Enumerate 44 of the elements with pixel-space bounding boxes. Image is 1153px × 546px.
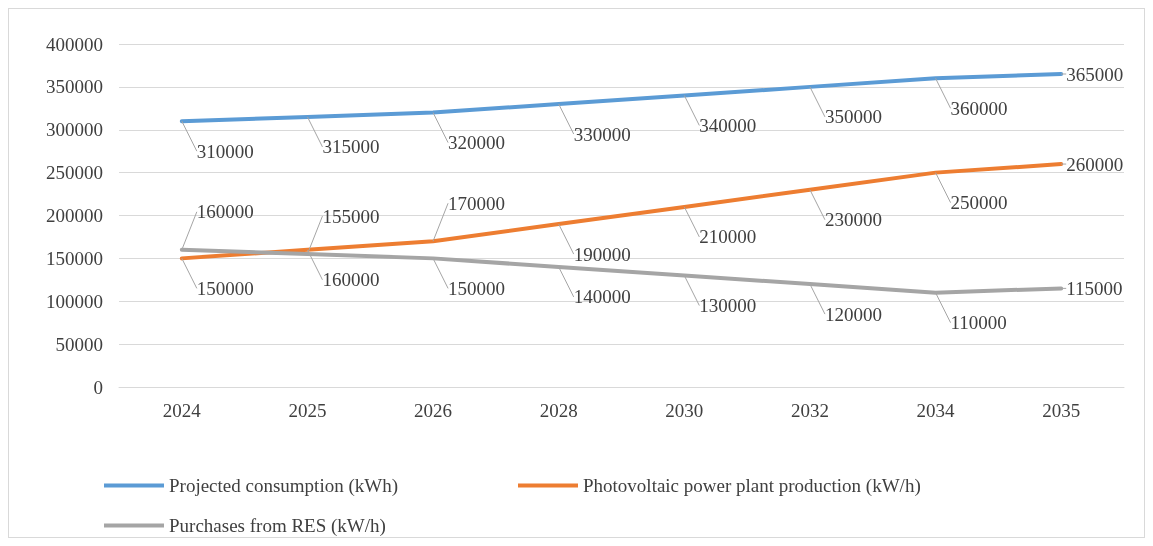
data-label: 250000 [950, 192, 1008, 214]
data-label: 315000 [322, 136, 380, 158]
data-label: 170000 [448, 192, 506, 214]
x-tick-label: 2034 [916, 400, 956, 421]
x-tick-label: 2032 [790, 400, 829, 421]
data-label: 190000 [573, 243, 631, 265]
legend-label: Purchases from RES (kW/h) [169, 515, 386, 537]
x-tick-label: 2035 [1042, 400, 1081, 421]
data-label: 115000 [1066, 277, 1123, 299]
data-label: 230000 [824, 209, 882, 231]
data-label: 120000 [824, 303, 882, 325]
data-label: 110000 [950, 312, 1007, 334]
data-label: 140000 [573, 286, 631, 308]
data-label: 155000 [322, 205, 380, 227]
y-tick-label: 400000 [46, 33, 103, 55]
data-label: 320000 [448, 132, 506, 154]
data-label: 160000 [322, 269, 380, 291]
data-label: 130000 [699, 295, 757, 317]
y-tick-label: 100000 [46, 290, 103, 312]
y-tick-label: 300000 [46, 119, 103, 141]
data-label: 365000 [1066, 63, 1124, 85]
x-tick-label: 2026 [414, 400, 453, 421]
y-tick-label: 350000 [46, 76, 103, 98]
y-tick-label: 250000 [46, 162, 103, 184]
data-label: 150000 [448, 277, 506, 299]
legend-label: Projected consumption (kWh) [169, 475, 399, 497]
data-label: 330000 [573, 123, 631, 145]
data-label: 340000 [699, 114, 757, 136]
data-label: 150000 [196, 277, 254, 299]
x-tick-label: 2030 [665, 400, 704, 421]
x-tick-label: 2024 [162, 400, 202, 421]
x-tick-label: 2028 [539, 400, 578, 421]
data-label: 210000 [699, 226, 757, 248]
x-tick-label: 2025 [288, 400, 327, 421]
y-tick-label: 50000 [55, 333, 103, 355]
data-label: 310000 [196, 140, 254, 162]
data-label: 360000 [950, 97, 1008, 119]
data-label: 350000 [824, 106, 882, 128]
y-tick-label: 150000 [46, 247, 103, 269]
y-tick-label: 0 [93, 376, 103, 398]
y-tick-label: 200000 [46, 205, 103, 226]
legend-label: Photovoltaic power plant production (kW/h) [583, 475, 921, 497]
data-label: 160000 [196, 201, 254, 223]
data-label: 260000 [1066, 153, 1124, 175]
